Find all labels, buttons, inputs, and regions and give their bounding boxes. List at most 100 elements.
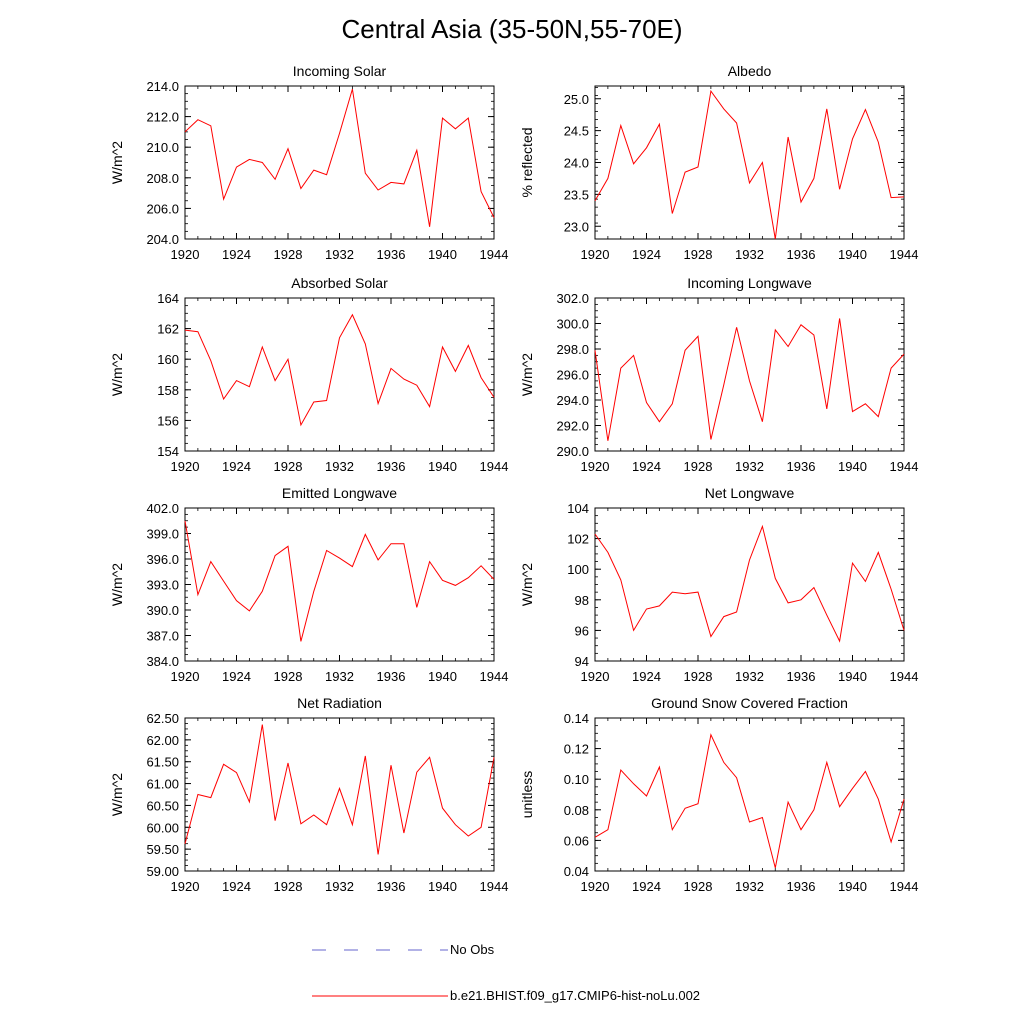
legend-model-label: b.e21.BHIST.f09_g17.CMIP6-hist-noLu.002 [450, 988, 701, 1003]
y-tick-label: 60.50 [146, 798, 179, 813]
y-axis-label: W/m^2 [109, 353, 125, 396]
x-tick-label: 1940 [838, 459, 867, 474]
y-axis-label: W/m^2 [109, 773, 125, 816]
y-tick-label: 61.50 [146, 755, 179, 770]
y-tick-label: 59.00 [146, 864, 179, 879]
y-tick-label: 0.12 [564, 742, 589, 757]
x-tick-label: 1924 [222, 459, 251, 474]
x-tick-label: 1936 [377, 669, 406, 684]
panel-emitted-longwave: 1920 1924 1928 1932 1936 1940 1944 384.0 387.0 39… [109, 485, 508, 684]
y-tick-label: 102 [567, 532, 589, 547]
x-tick-label: 1920 [171, 459, 200, 474]
x-tick-label: 1932 [325, 669, 354, 684]
x-tick-label: 1928 [684, 247, 713, 262]
panel-absorbed-solar: 1920 1924 1928 1932 1936 1940 1944 154 156 158 160… [109, 275, 508, 474]
x-tick-label: 1940 [838, 247, 867, 262]
y-tick-label: 160 [157, 352, 179, 367]
x-tick-label: 1920 [171, 879, 200, 894]
plot-frame [594, 297, 905, 452]
y-tick-label: 204.0 [146, 232, 179, 247]
series-line [594, 318, 905, 441]
y-tick-label: 402.0 [146, 501, 179, 516]
y-tick-label: 296.0 [556, 368, 589, 383]
y-tick-label: 25.0 [564, 92, 589, 107]
figure-title: Central Asia (35-50N,55-70E) [341, 14, 683, 44]
plot-frame [594, 507, 905, 662]
series-line [184, 520, 495, 642]
y-tick-label: 96 [575, 623, 589, 638]
x-tick-label: 1920 [581, 247, 610, 262]
x-tick-label: 1932 [735, 459, 764, 474]
plot-frame [594, 717, 905, 872]
y-tick-label: 290.0 [556, 444, 589, 459]
y-tick-label: 158 [157, 383, 179, 398]
x-tick-label: 1932 [735, 669, 764, 684]
y-tick-label: 212.0 [146, 110, 179, 125]
y-axis-label: W/m^2 [519, 353, 535, 396]
x-tick-label: 1924 [632, 459, 661, 474]
x-tick-label: 1920 [171, 247, 200, 262]
x-tick-label: 1940 [428, 669, 457, 684]
plot-frame [594, 85, 905, 240]
y-tick-label: 384.0 [146, 654, 179, 669]
panel-incoming-solar: 1920 1924 1928 1932 1936 1940 1944 204.0 206.0 20… [109, 63, 508, 262]
legend-obs-label: No Obs [450, 942, 495, 957]
y-tick-label: 156 [157, 413, 179, 428]
plot-frame [184, 297, 495, 452]
series-line [594, 524, 905, 643]
y-tick-label: 0.10 [564, 772, 589, 787]
x-tick-label: 1936 [787, 669, 816, 684]
y-tick-label: 214.0 [146, 79, 179, 94]
y-tick-label: 210.0 [146, 140, 179, 155]
panel-title: Albedo [728, 63, 772, 79]
y-tick-label: 164 [157, 291, 179, 306]
y-tick-label: 399.0 [146, 527, 179, 542]
y-tick-label: 0.06 [564, 833, 589, 848]
x-tick-label: 1928 [684, 459, 713, 474]
x-tick-label: 1924 [632, 247, 661, 262]
x-tick-label: 1928 [274, 879, 303, 894]
panel-ground-snow-covered-fraction: 1920 1924 1928 1932 1936 1940 1944 0.04 0.06 0.08… [519, 695, 918, 894]
y-tick-label: 298.0 [556, 342, 589, 357]
y-tick-label: 0.14 [564, 711, 589, 726]
legend-obs-line [312, 949, 448, 951]
y-axis-label: unitless [519, 771, 535, 818]
x-tick-label: 1920 [581, 669, 610, 684]
x-tick-label: 1932 [325, 879, 354, 894]
y-tick-label: 208.0 [146, 171, 179, 186]
panel-title: Emitted Longwave [282, 485, 397, 501]
x-tick-label: 1944 [890, 669, 919, 684]
y-tick-label: 393.0 [146, 578, 179, 593]
y-axis-label: W/m^2 [109, 563, 125, 606]
x-tick-label: 1944 [480, 247, 509, 262]
panel-title: Net Radiation [297, 695, 382, 711]
x-tick-label: 1936 [787, 459, 816, 474]
x-tick-label: 1928 [274, 459, 303, 474]
plot-frame [184, 717, 495, 872]
series-line [594, 89, 905, 240]
y-tick-label: 206.0 [146, 201, 179, 216]
series-line [184, 724, 495, 855]
x-tick-label: 1924 [222, 879, 251, 894]
y-tick-label: 162 [157, 322, 179, 337]
y-tick-label: 292.0 [556, 419, 589, 434]
panel-title: Net Longwave [705, 485, 795, 501]
x-tick-label: 1932 [735, 247, 764, 262]
x-tick-label: 1932 [325, 247, 354, 262]
x-tick-label: 1924 [632, 669, 661, 684]
panel-net-radiation: 1920 1924 1928 1932 1936 1940 1944 59.00 59.50 60… [109, 695, 508, 894]
y-tick-label: 98 [575, 593, 589, 608]
x-tick-label: 1932 [325, 459, 354, 474]
x-tick-label: 1940 [838, 669, 867, 684]
plot-frame [184, 85, 495, 240]
x-tick-label: 1944 [480, 669, 509, 684]
y-tick-label: 390.0 [146, 603, 179, 618]
x-tick-label: 1936 [377, 879, 406, 894]
x-tick-label: 1940 [428, 247, 457, 262]
x-tick-label: 1924 [222, 247, 251, 262]
x-tick-label: 1932 [735, 879, 764, 894]
panel-title: Incoming Longwave [687, 275, 812, 291]
series-line [184, 88, 495, 227]
y-tick-label: 62.50 [146, 711, 179, 726]
y-tick-label: 94 [575, 654, 589, 669]
